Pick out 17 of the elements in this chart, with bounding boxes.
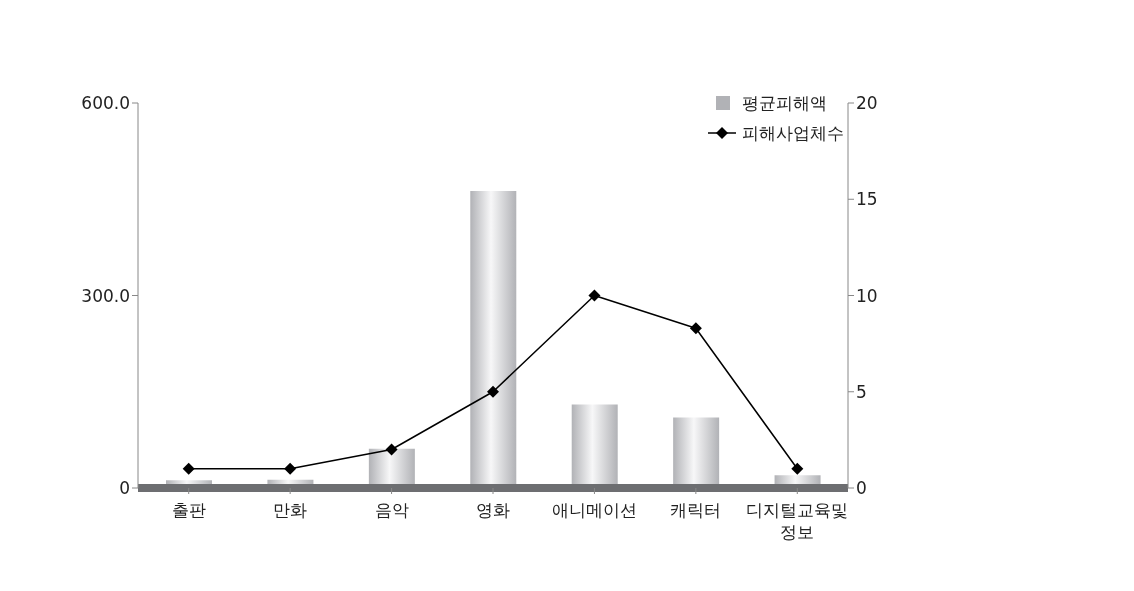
- y-tick-label: 300.0: [81, 285, 130, 306]
- x-tick-label: 애니메이션: [551, 500, 637, 520]
- x-tick-label: 영화: [476, 500, 510, 520]
- y2-tick-label: 5: [856, 381, 867, 402]
- x-tick-label: 캐릭터: [670, 500, 722, 520]
- y2-tick-label: 15: [856, 189, 878, 210]
- legend-label: 평균피해액: [742, 91, 827, 115]
- y2-tick-label: 10: [856, 285, 878, 306]
- y2-tick-label: 0: [856, 478, 867, 499]
- legend-label: 피해사업체수: [742, 121, 844, 145]
- x-tick-label: 출판: [171, 500, 206, 520]
- y2-tick-label: 20: [856, 93, 878, 114]
- y-tick-label: 600.0: [81, 93, 130, 114]
- x-tick-label: 디지털교육및 정보: [746, 500, 849, 542]
- y-tick-label: 0: [119, 478, 130, 499]
- x-tick-label: 만화: [273, 500, 308, 520]
- x-tick-label: 음악: [374, 500, 409, 520]
